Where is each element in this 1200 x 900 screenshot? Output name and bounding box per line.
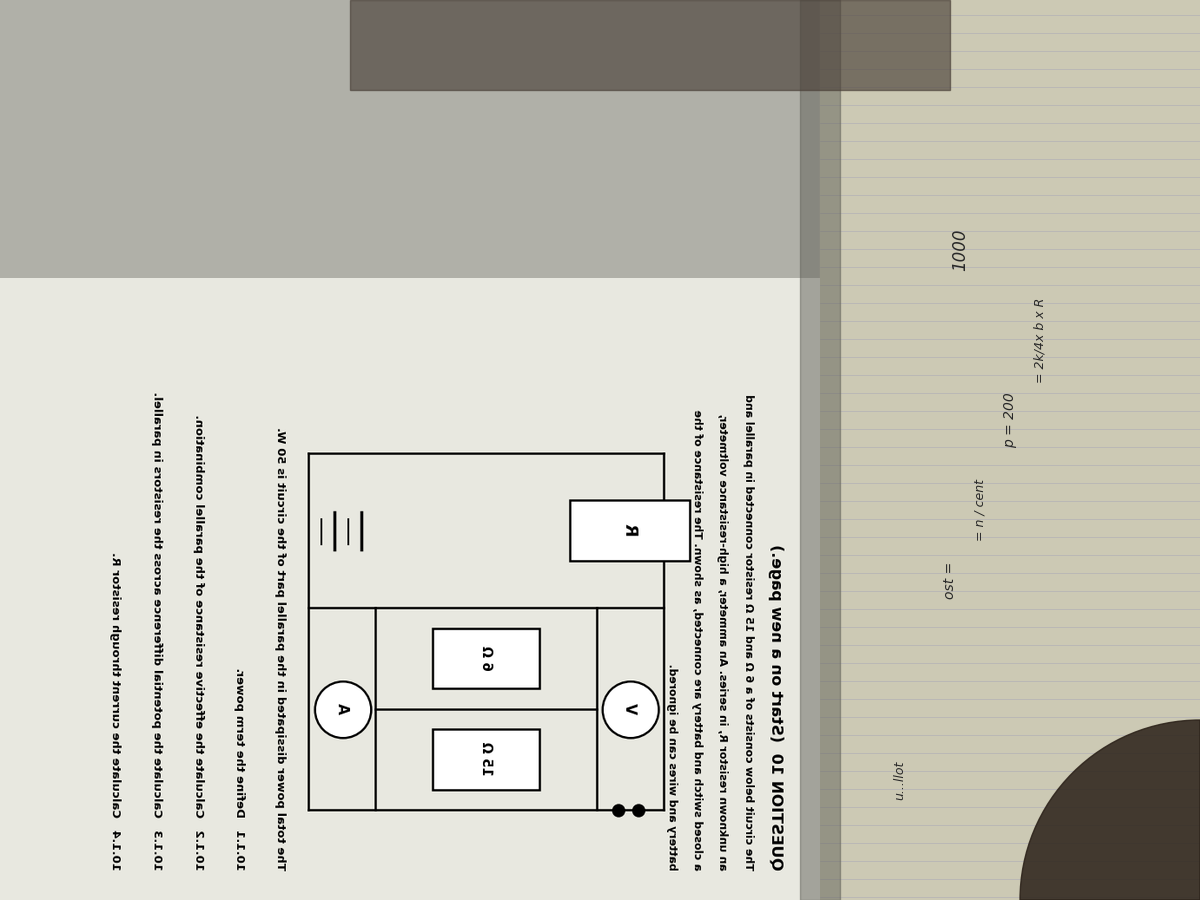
Text: = 2k/4x b x R: = 2k/4x b x R	[1033, 297, 1046, 382]
Text: 1000: 1000	[952, 229, 970, 271]
Wedge shape	[1020, 720, 1200, 900]
Text: ost =: ost =	[943, 562, 958, 598]
Text: u...llot: u...llot	[894, 760, 906, 800]
Text: = n / cent: = n / cent	[973, 479, 986, 541]
Text: p = 200: p = 200	[1003, 392, 1018, 448]
Bar	[350, 0, 950, 90]
Bar	[820, 0, 1200, 900]
